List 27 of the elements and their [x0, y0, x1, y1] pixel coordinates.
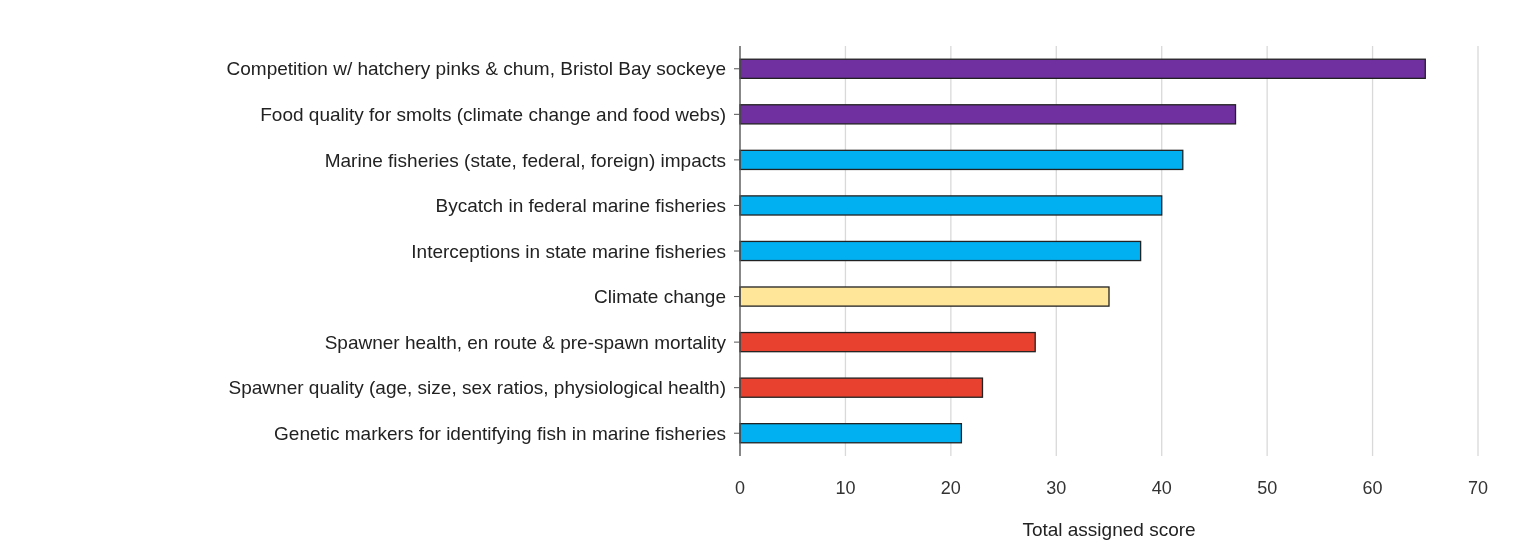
- y-tick-label: Interceptions in state marine fisheries: [411, 240, 726, 262]
- y-tick-label: Competition w/ hatchery pinks & chum, Bristol Bay sockeye: [226, 58, 726, 80]
- bar: [739, 104, 1237, 125]
- x-tick-label: 40: [1151, 478, 1172, 498]
- x-axis-title: Total assigned score: [1022, 519, 1196, 540]
- y-tick-label: Food quality for smolts (climate change and food webs): [260, 103, 726, 125]
- y-tick-label: Bycatch in federal marine fisheries: [435, 195, 726, 217]
- bar: [739, 377, 984, 398]
- x-tick-label: 0: [734, 478, 746, 498]
- bar: [739, 286, 1110, 307]
- bar: [739, 195, 1163, 216]
- x-tick-label: 10: [835, 478, 856, 498]
- bar: [739, 240, 1142, 262]
- x-tick-label: 20: [940, 478, 961, 498]
- y-tick-label: Marine fisheries (state, federal, foreign) impacts: [324, 149, 726, 171]
- bar: [739, 423, 963, 444]
- x-tick-label: 30: [1046, 478, 1067, 498]
- y-tick-label: Climate change: [593, 286, 726, 308]
- bar: [739, 149, 1184, 171]
- y-tick-label: Spawner health, en route & pre-spawn mortality: [324, 331, 727, 353]
- y-tick-label: Genetic markers for identifying fish in marine fisheries: [274, 422, 726, 444]
- x-tick-label: 50: [1257, 478, 1278, 498]
- bar: [739, 58, 1426, 79]
- x-tick-label: 60: [1362, 478, 1383, 498]
- y-tick-label: Spawner quality (age, size, sex ratios, physiological health): [228, 377, 726, 399]
- bar: [739, 331, 1036, 353]
- x-tick-label: 70: [1467, 478, 1489, 498]
